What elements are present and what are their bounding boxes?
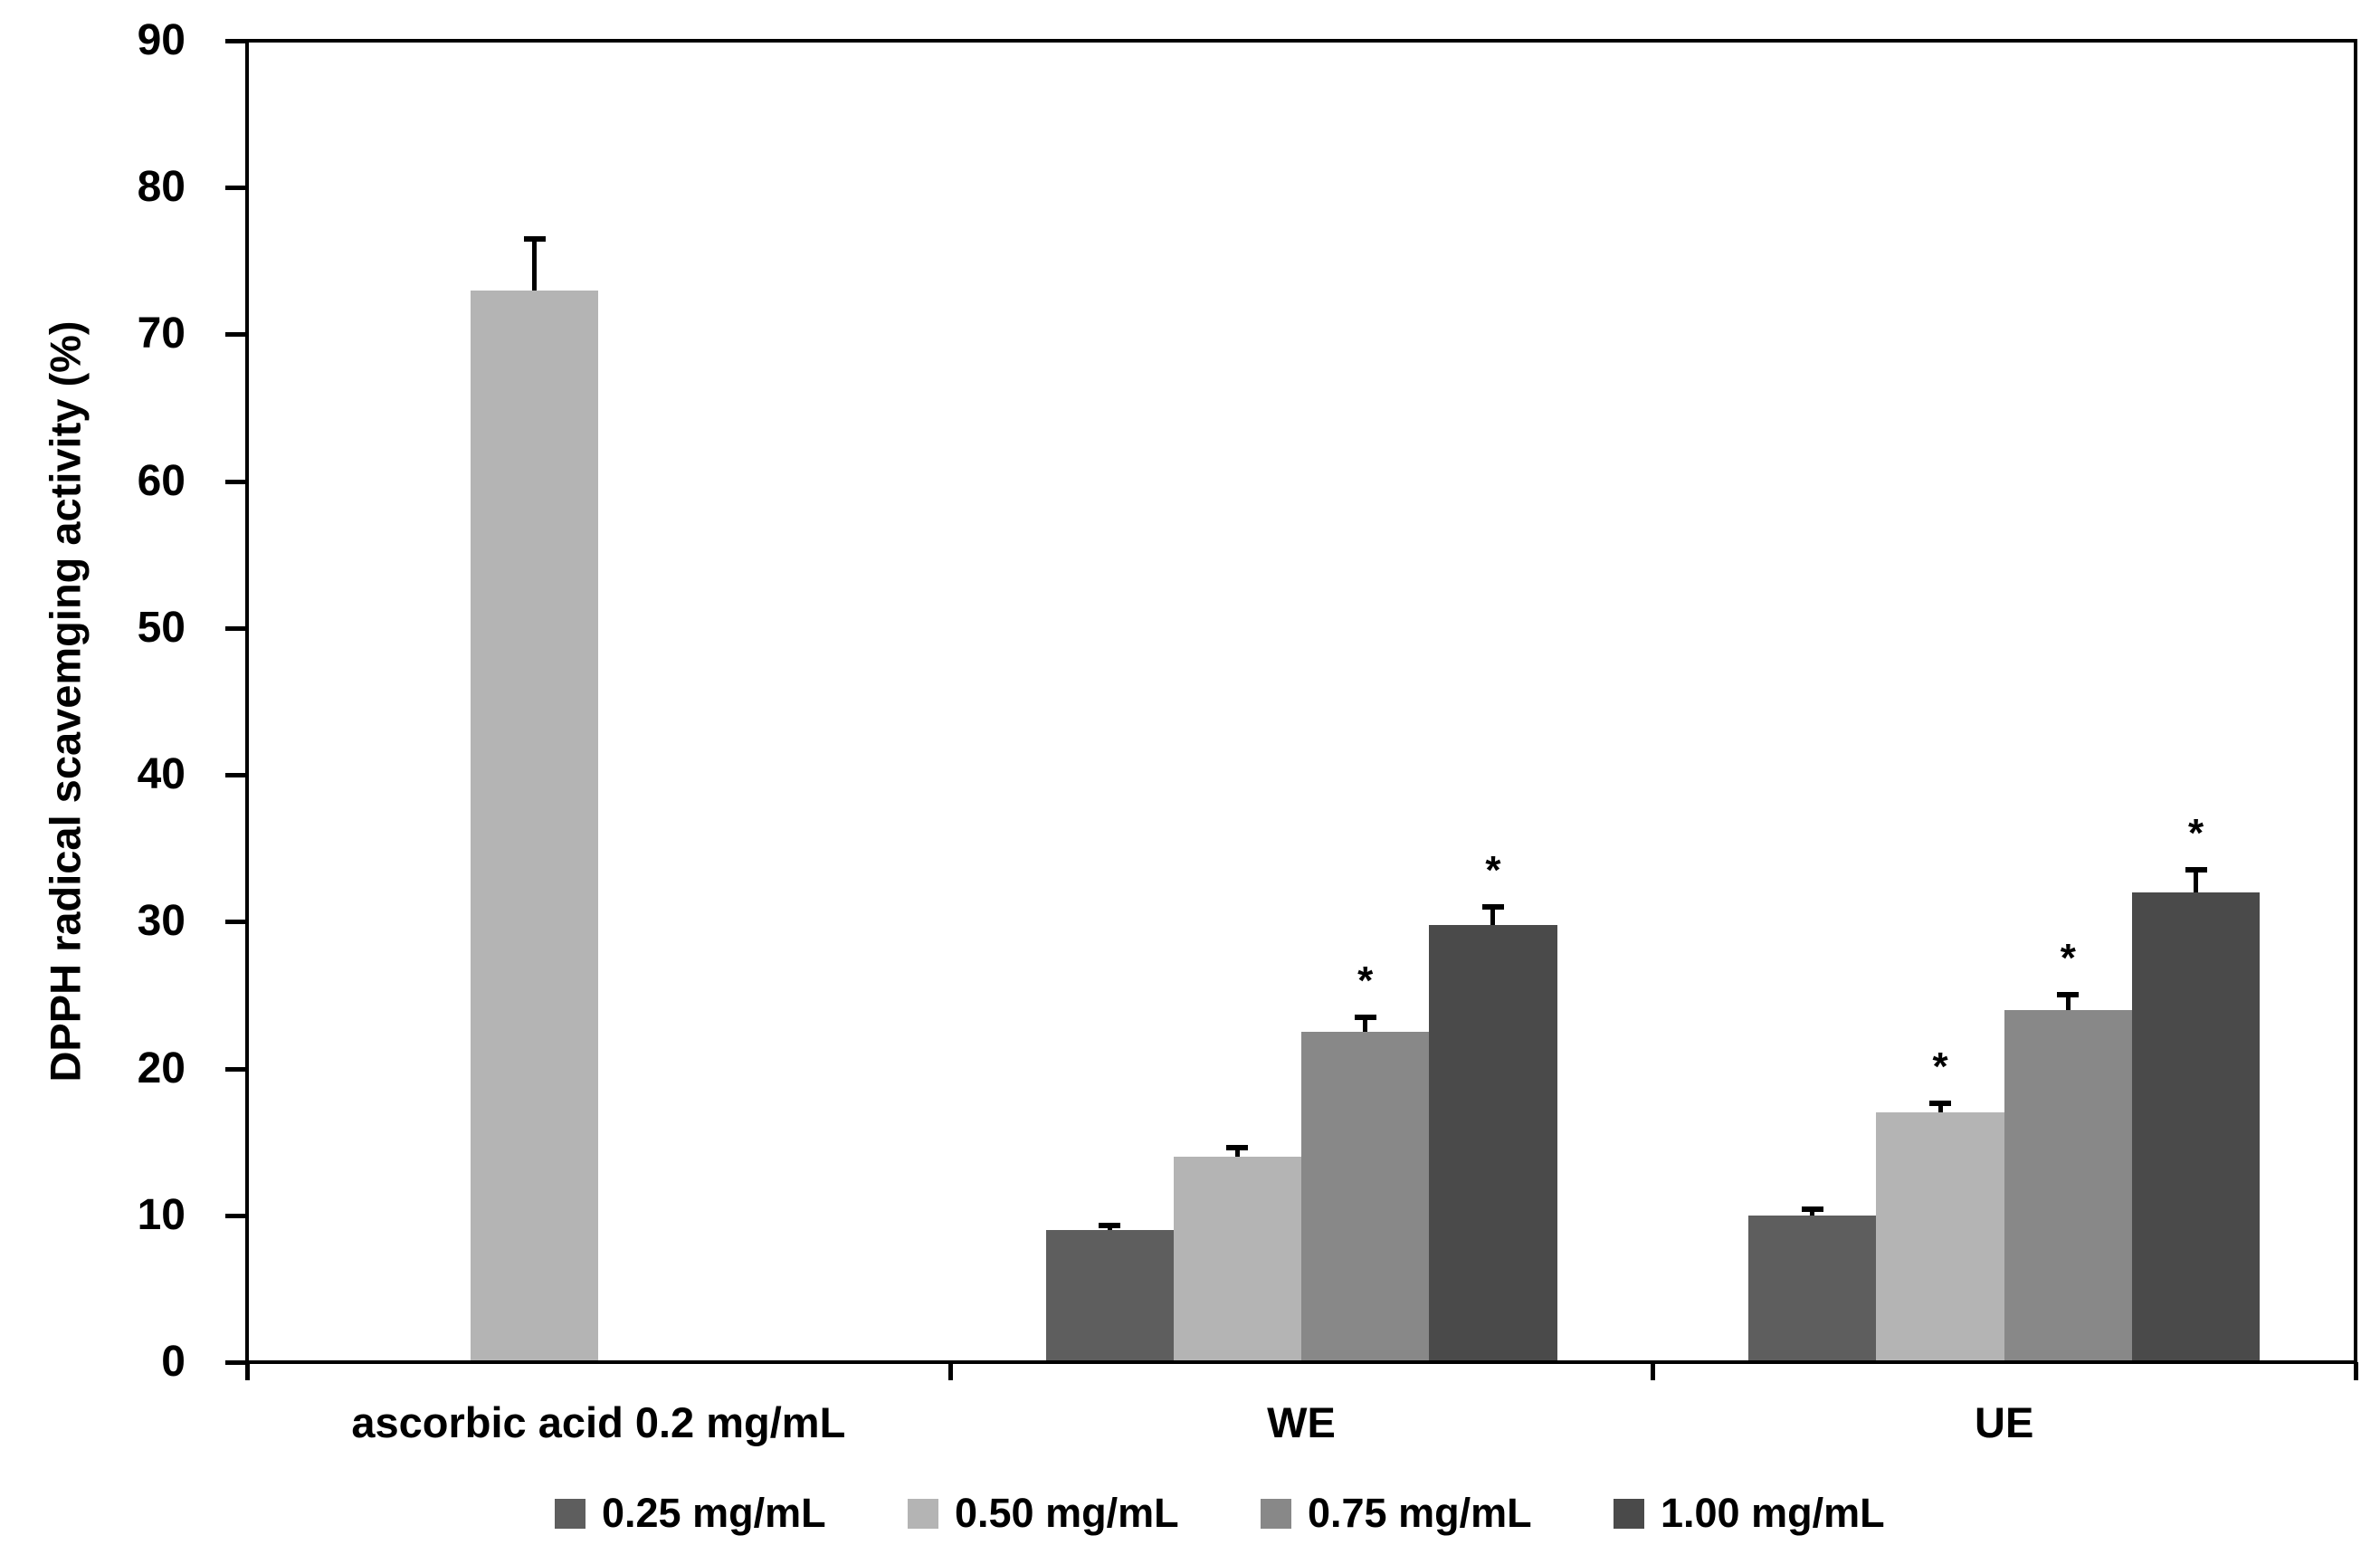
significance-marker: * (1485, 847, 1501, 892)
legend-item: 0.25 mg/mL (555, 1488, 826, 1539)
legend-label: 0.50 mg/mL (955, 1490, 1179, 1536)
legend-swatch-0-75-mg-mL (1261, 1498, 1291, 1529)
error-bar-cap (1481, 903, 1504, 910)
error-bar-cap (1801, 1206, 1823, 1213)
y-axis-tick-label: 40 (137, 750, 186, 799)
error-bar-line (1234, 1149, 1240, 1157)
legend-label: 0.75 mg/mL (1308, 1490, 1532, 1536)
y-axis-tick (225, 625, 247, 631)
y-axis-tick (225, 1213, 247, 1218)
error-bar-cap (2185, 867, 2207, 873)
y-axis-tick (225, 773, 247, 778)
x-axis-tick (2354, 1362, 2358, 1380)
error-bar-line (532, 241, 538, 291)
error-bar-line (1937, 1106, 1943, 1113)
legend-label: 1.00 mg/mL (1661, 1490, 1885, 1536)
bar-UE-0-25-mg-mL (1748, 1215, 1877, 1360)
x-axis-tick (947, 1362, 953, 1380)
legend-label: 0.25 mg/mL (602, 1490, 826, 1536)
error-bar-cap (1929, 1101, 1952, 1107)
y-axis-tick (225, 39, 247, 43)
significance-marker: * (2060, 936, 2076, 981)
y-axis-tick (225, 1066, 247, 1072)
significance-marker: * (1357, 958, 1374, 1003)
error-bar-cap (1099, 1222, 1121, 1228)
plot-area (245, 39, 2357, 1364)
y-axis-tick-label: 80 (137, 163, 186, 212)
error-bar-cap (1226, 1144, 1249, 1150)
legend-item: 1.00 mg/mL (1614, 1488, 1885, 1539)
bar-UE-0-75-mg-mL (2004, 1009, 2132, 1360)
y-axis-tick-label: 90 (137, 16, 186, 64)
y-axis-tick-label: 0 (161, 1338, 186, 1386)
x-axis-tick (245, 1362, 250, 1380)
y-axis-tick (225, 1360, 247, 1365)
bar-WE-0-25-mg-mL (1045, 1230, 1174, 1360)
bar-WE-1-00-mg-mL (1429, 924, 1557, 1360)
error-bar-cap (523, 235, 546, 242)
legend-swatch-1-00-mg-mL (1614, 1498, 1644, 1529)
bar-WE-0-50-mg-mL (1173, 1156, 1301, 1360)
y-axis-tick-label: 50 (137, 603, 186, 652)
legend-item: 0.50 mg/mL (908, 1488, 1179, 1539)
y-axis-tick-label: 60 (137, 456, 186, 505)
error-bar-line (1810, 1212, 1815, 1216)
error-bar-line (1490, 909, 1496, 925)
significance-marker: * (1932, 1044, 1948, 1090)
error-bar-line (2194, 873, 2199, 892)
legend-swatch-0-50-mg-mL (908, 1498, 938, 1529)
y-axis-tick-label: 10 (137, 1190, 186, 1239)
bar-UE-1-00-mg-mL (2131, 892, 2261, 1360)
x-axis-category-label: UE (1975, 1398, 2034, 1446)
y-axis-tick-label: 70 (137, 310, 186, 358)
y-axis-tick (225, 479, 247, 484)
error-bar-line (1363, 1019, 1368, 1032)
y-axis-tick (225, 920, 247, 925)
x-axis-category-label: ascorbic acid 0.2 mg/mL (351, 1398, 846, 1446)
bar-WE-0-75-mg-mL (1301, 1032, 1430, 1360)
y-axis-tick-label: 20 (137, 1044, 186, 1092)
y-axis-tick (225, 186, 247, 191)
error-bar-line (1107, 1227, 1112, 1230)
y-axis-tick (225, 332, 247, 338)
error-bar-line (2065, 997, 2071, 1010)
error-bar-cap (1354, 1014, 1376, 1020)
bar-ascorbic-acid-0-2-mg-mL-0-50-mg-mL (471, 290, 599, 1360)
y-axis-tick-label: 30 (137, 897, 186, 946)
error-bar-cap (2057, 992, 2080, 998)
y-axis-title: DPPH radical scavemging activity (%) (41, 320, 90, 1082)
significance-marker: * (2187, 811, 2204, 856)
bar-UE-0-50-mg-mL (1876, 1112, 2004, 1360)
x-axis-category-label: WE (1267, 1398, 1336, 1446)
x-axis-tick (1651, 1362, 1656, 1380)
legend-item: 0.75 mg/mL (1261, 1488, 1532, 1539)
legend-swatch-0-25-mg-mL (555, 1498, 585, 1529)
